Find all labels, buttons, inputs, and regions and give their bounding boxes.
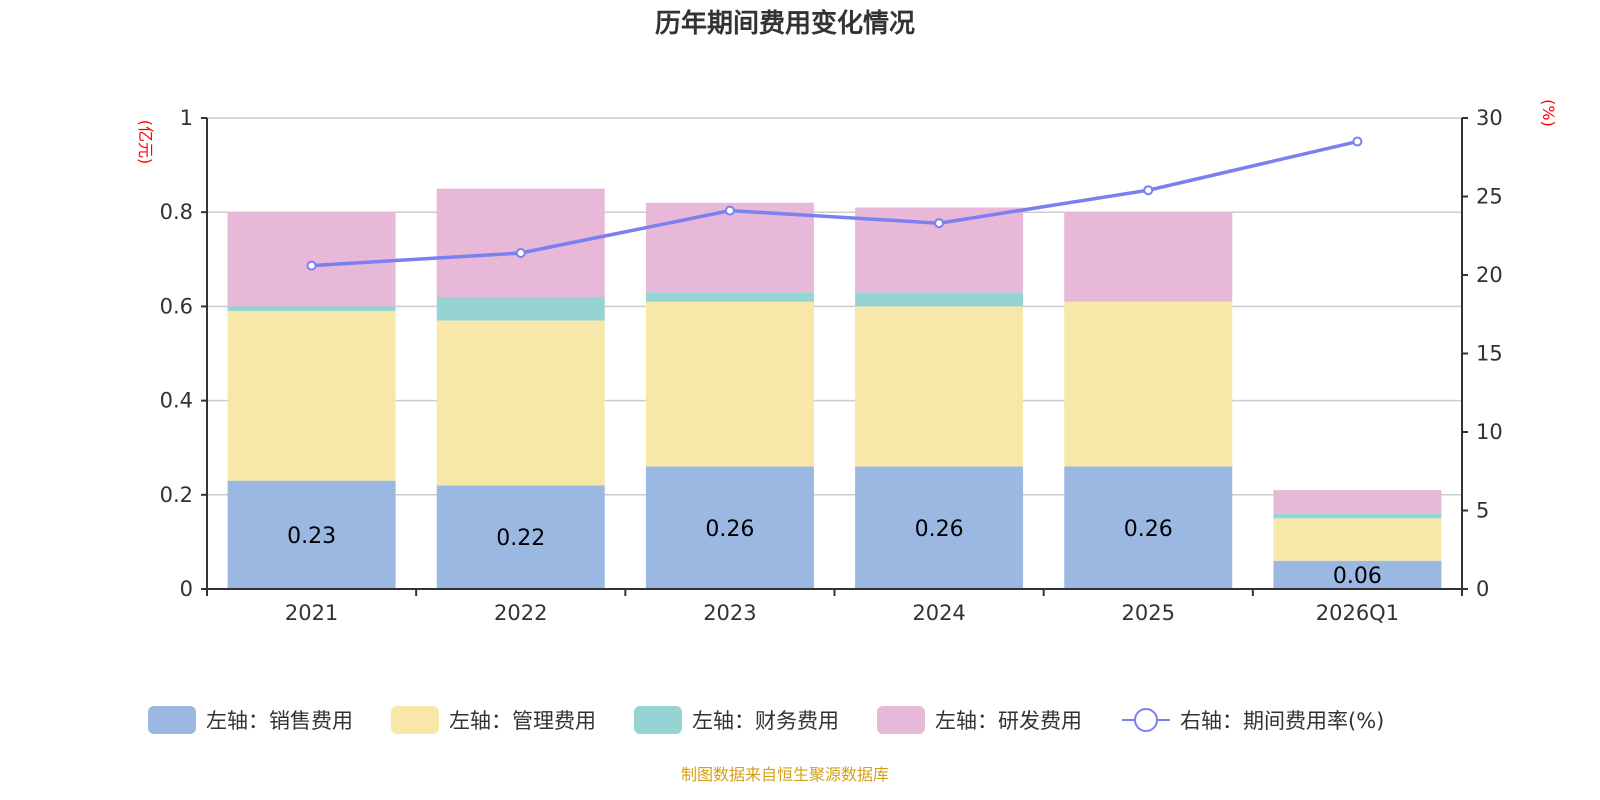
rate-point bbox=[724, 205, 735, 216]
data-labels: 0.23 0.22 0.26 0.26 0.26 0.06 bbox=[287, 517, 1382, 589]
bar-segment bbox=[1273, 560, 1442, 589]
bar-value-label: 0.23 bbox=[287, 524, 336, 549]
right-tick-label: 5 bbox=[1476, 499, 1489, 523]
left-axis-unit: (亿元) bbox=[136, 120, 155, 165]
legend-label: 左轴：财务费用 bbox=[692, 709, 839, 733]
right-tick-label: 15 bbox=[1476, 342, 1503, 366]
rate-line bbox=[306, 136, 1363, 271]
legend-swatch bbox=[391, 706, 439, 734]
x-tick-label: 2026Q1 bbox=[1316, 601, 1399, 625]
bar-segment bbox=[645, 466, 814, 589]
bar-segment bbox=[1273, 490, 1442, 514]
grid-lines bbox=[207, 117, 1462, 496]
chart-title: 历年期间费用变化情况 bbox=[655, 8, 915, 39]
right-tick-label: 30 bbox=[1476, 106, 1503, 130]
right-tick-label: 25 bbox=[1476, 185, 1503, 209]
left-tick-label: 0.8 bbox=[160, 200, 193, 224]
left-tick-label: 0.2 bbox=[160, 483, 193, 507]
bar-segment bbox=[645, 301, 814, 467]
rate-point bbox=[1352, 136, 1363, 147]
bar-segment bbox=[1273, 513, 1442, 519]
bar-segment bbox=[1064, 466, 1233, 589]
x-tick-label: 2023 bbox=[703, 601, 756, 625]
bar-segment bbox=[436, 296, 605, 321]
source-note: 制图数据来自恒生聚源数据库 bbox=[681, 765, 889, 784]
bar-value-label: 0.22 bbox=[496, 526, 545, 551]
bar-value-label: 0.26 bbox=[1124, 517, 1173, 542]
rate-point bbox=[515, 248, 526, 259]
bar-value-label: 0.26 bbox=[705, 517, 754, 542]
legend-swatch bbox=[634, 706, 682, 734]
rate-line-path bbox=[311, 139, 1358, 268]
x-tick-label: 2024 bbox=[912, 601, 965, 625]
legend-label: 左轴：管理费用 bbox=[449, 709, 596, 733]
x-tick-label: 2025 bbox=[1122, 601, 1175, 625]
legend-label: 右轴：期间费用率(%) bbox=[1180, 709, 1384, 733]
rate-point bbox=[934, 218, 945, 229]
legend: 左轴：销售费用 左轴：管理费用 左轴：财务费用 左轴：研发费用 右轴：期间费用率(%) bbox=[148, 706, 1384, 734]
bar-segment bbox=[645, 202, 814, 293]
rate-point bbox=[306, 260, 317, 271]
bar-value-label: 0.06 bbox=[1333, 564, 1382, 589]
bar-segment bbox=[1273, 518, 1442, 561]
left-tick-label: 0 bbox=[180, 577, 193, 601]
rate-point bbox=[1143, 185, 1154, 196]
bar-segment bbox=[227, 311, 396, 481]
legend-swatch bbox=[877, 706, 925, 734]
bar-segment bbox=[436, 320, 605, 486]
left-tick-label: 0.6 bbox=[160, 294, 193, 318]
right-tick-label: 10 bbox=[1476, 420, 1503, 444]
bar-segment bbox=[1064, 301, 1233, 467]
right-tick-label: 0 bbox=[1476, 577, 1489, 601]
bar-segment bbox=[855, 306, 1024, 467]
right-tick-label: 20 bbox=[1476, 263, 1503, 287]
legend-label: 左轴：研发费用 bbox=[935, 709, 1082, 733]
left-tick-label: 0.4 bbox=[160, 389, 193, 413]
bars bbox=[227, 188, 1442, 589]
bar-segment bbox=[227, 480, 396, 589]
bar-segment bbox=[645, 292, 814, 302]
bar-segment bbox=[227, 306, 396, 312]
bar-segment bbox=[436, 485, 605, 589]
x-tick-label: 2021 bbox=[285, 601, 338, 625]
bar-segment bbox=[855, 466, 1024, 589]
bar-segment bbox=[227, 212, 396, 307]
bar-segment bbox=[855, 292, 1024, 307]
x-tick-label: 2022 bbox=[494, 601, 547, 625]
right-axis-unit: (%) bbox=[1539, 99, 1558, 127]
legend-circle-icon bbox=[1134, 708, 1158, 732]
bar-value-label: 0.26 bbox=[915, 517, 964, 542]
bar-segment bbox=[1064, 212, 1233, 302]
legend-label: 左轴：销售费用 bbox=[206, 709, 353, 733]
legend-swatch bbox=[148, 706, 196, 734]
left-tick-label: 1 bbox=[180, 106, 193, 130]
